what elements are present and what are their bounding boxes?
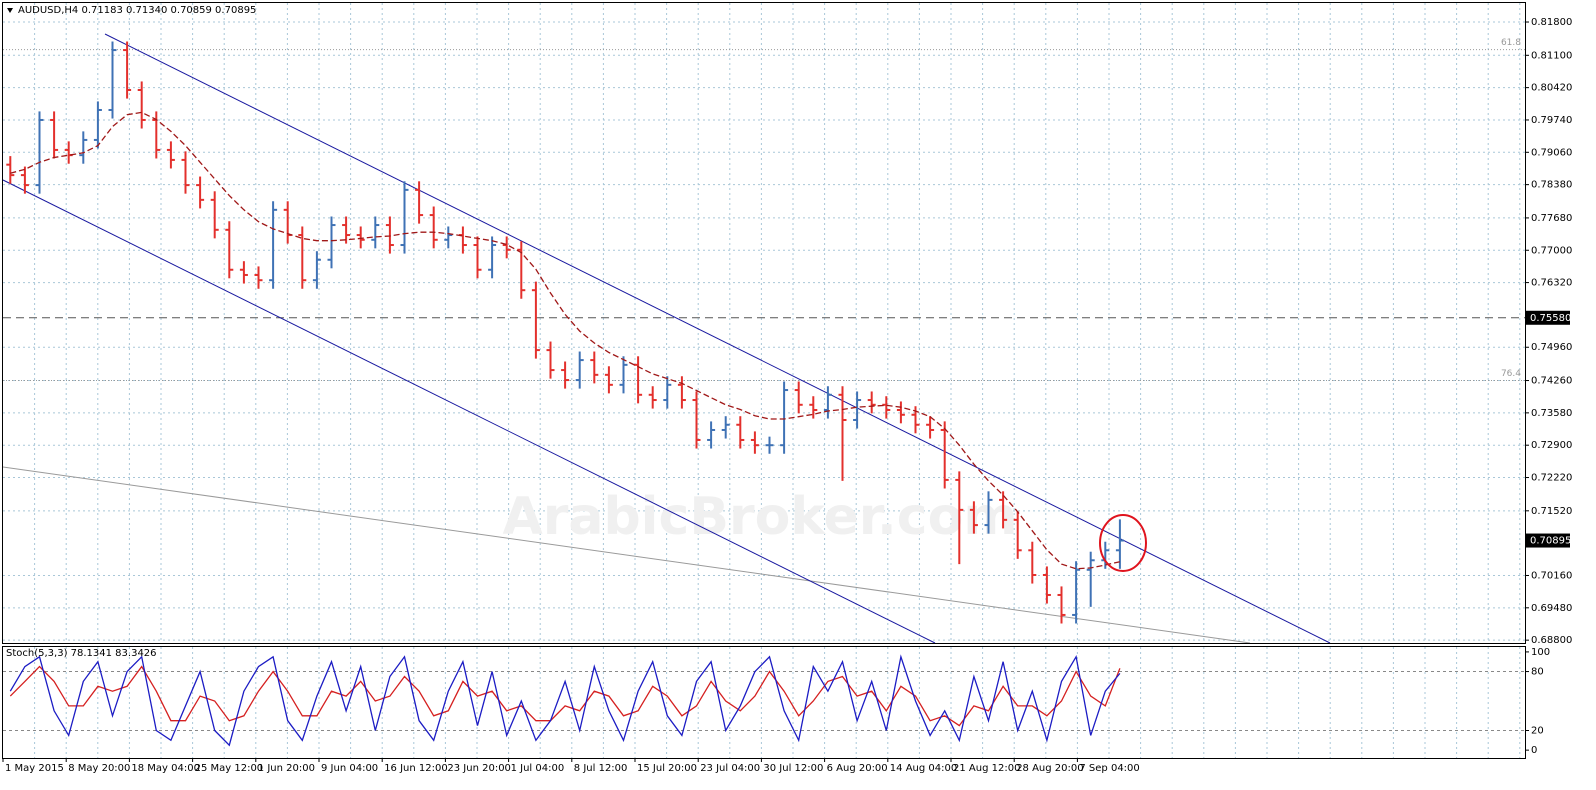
stoch-tick-label: 20 — [1531, 725, 1544, 736]
x-tick-label: 21 Aug 12:00 — [953, 763, 1020, 774]
y-tick-label: 0.74960 — [1531, 342, 1572, 353]
y-tick-label: 0.78380 — [1531, 180, 1572, 191]
stoch-tick-label: 100 — [1531, 647, 1550, 658]
x-tick-label: 6 Aug 20:00 — [827, 763, 888, 774]
x-tick-label: 15 Jul 20:00 — [637, 763, 697, 774]
moving-average — [10, 111, 1121, 570]
menu-arrow — [7, 8, 13, 13]
x-tick-label: 9 Jun 04:00 — [321, 763, 378, 774]
stoch-k — [9, 654, 1121, 747]
y-tick-label: 0.81100 — [1531, 50, 1572, 61]
channel-upper — [104, 33, 1331, 644]
watermark: ArabicBroker.com — [502, 487, 1017, 547]
y-tick-label: 0.76320 — [1531, 278, 1572, 289]
y-tick-label: 0.72900 — [1531, 440, 1572, 451]
stoch-tick-label: 0 — [1531, 745, 1537, 756]
x-tick-label: 30 Jul 12:00 — [763, 763, 823, 774]
y-tick-label: 0.68800 — [1531, 635, 1572, 646]
channel-lower — [2, 179, 936, 644]
y-tick-label: 0.81800 — [1531, 17, 1572, 28]
price-marker-box — [1526, 533, 1570, 548]
x-tick-label: 23 Jun 20:00 — [447, 763, 511, 774]
x-tick-label: 23 Jul 04:00 — [700, 763, 760, 774]
price-marker-label: 0.75580 — [1530, 313, 1571, 324]
y-tick-label: 0.70160 — [1531, 570, 1572, 581]
highlight-circle — [1099, 514, 1147, 572]
stoch-d — [9, 665, 1121, 727]
x-tick-label: 1 Jun 20:00 — [258, 763, 315, 774]
x-tick-label: 8 May 20:00 — [68, 763, 130, 774]
x-tick-label: 25 May 12:00 — [195, 763, 264, 774]
x-tick-label: 1 May 2015 — [5, 763, 64, 774]
y-tick-label: 0.77680 — [1531, 213, 1572, 224]
y-tick-label: 0.74260 — [1531, 376, 1572, 387]
x-tick-label: 14 Aug 04:00 — [890, 763, 957, 774]
x-tick-label: 8 Jul 12:00 — [574, 763, 628, 774]
y-tick-label: 0.73580 — [1531, 408, 1572, 419]
stoch-frame — [2, 646, 1526, 759]
x-tick-label: 28 Aug 20:00 — [1016, 763, 1083, 774]
chart-title: AUDUSD,H4 0.71183 0.71340 0.70859 0.7089… — [18, 5, 256, 16]
price-marker-box — [1526, 310, 1570, 325]
fib-label: 61.8 — [1501, 38, 1521, 48]
x-tick-label: 18 May 04:00 — [131, 763, 200, 774]
y-tick-label: 0.80420 — [1531, 83, 1572, 94]
x-tick-label: 16 Jun 12:00 — [384, 763, 448, 774]
fib-label: 76.4 — [1501, 369, 1521, 379]
y-tick-label: 0.71520 — [1531, 506, 1572, 517]
plot — [6, 41, 1124, 747]
stoch-tick-label: 80 — [1531, 667, 1544, 678]
price-marker-label: 0.70895 — [1530, 536, 1571, 547]
main-frame — [2, 2, 1526, 644]
x-tick-label: 7 Sep 04:00 — [1079, 763, 1139, 774]
trend-line — [2, 466, 1251, 644]
stoch-title: Stoch(5,3,3) 78.1341 83.3426 — [6, 648, 157, 659]
y-tick-label: 0.77000 — [1531, 245, 1572, 256]
y-tick-label: 0.69480 — [1531, 603, 1572, 614]
y-tick-label: 0.79740 — [1531, 115, 1572, 126]
x-tick-label: 1 Jul 04:00 — [511, 763, 565, 774]
y-tick-label: 0.79060 — [1531, 147, 1572, 158]
y-tick-label: 0.72220 — [1531, 473, 1572, 484]
